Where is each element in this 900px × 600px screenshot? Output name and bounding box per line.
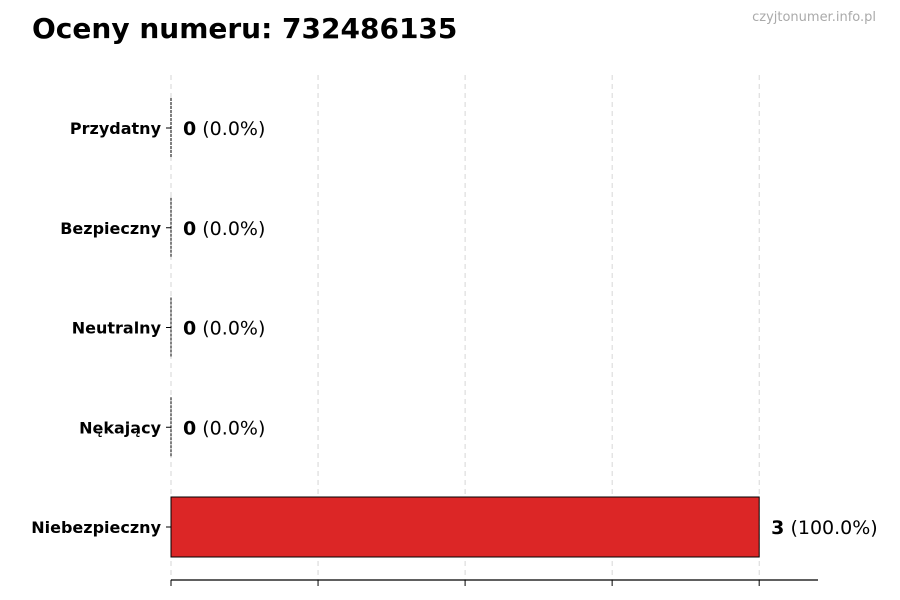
chart-title: Oceny numeru: 732486135 (32, 12, 458, 45)
data-label-count: 3 (771, 517, 784, 539)
category-label: Przydatny (70, 119, 162, 138)
data-label-count: 0 (183, 417, 196, 439)
data-label-percent: (0.0%) (196, 118, 265, 140)
category-label: Neutralny (72, 319, 162, 338)
category-label: Bezpieczny (60, 219, 161, 238)
data-label-count: 0 (183, 318, 196, 340)
data-label: 3 (100.0%) (771, 517, 878, 539)
data-label-count: 0 (183, 218, 196, 240)
bar-niebezpieczny (170, 496, 760, 558)
watermark: czyjtonumer.info.pl (752, 10, 876, 25)
data-label: 0 (0.0%) (183, 218, 265, 240)
data-label: 0 (0.0%) (183, 417, 265, 439)
data-label: 0 (0.0%) (183, 318, 265, 340)
category-label: Nękający (79, 418, 161, 437)
data-label-count: 0 (183, 118, 196, 140)
data-label: 0 (0.0%) (183, 118, 265, 140)
data-label-percent: (0.0%) (196, 318, 265, 340)
category-label: Niebezpieczny (31, 518, 161, 537)
data-label-percent: (0.0%) (196, 417, 265, 439)
data-label-percent: (100.0%) (784, 517, 877, 539)
data-label-percent: (0.0%) (196, 218, 265, 240)
